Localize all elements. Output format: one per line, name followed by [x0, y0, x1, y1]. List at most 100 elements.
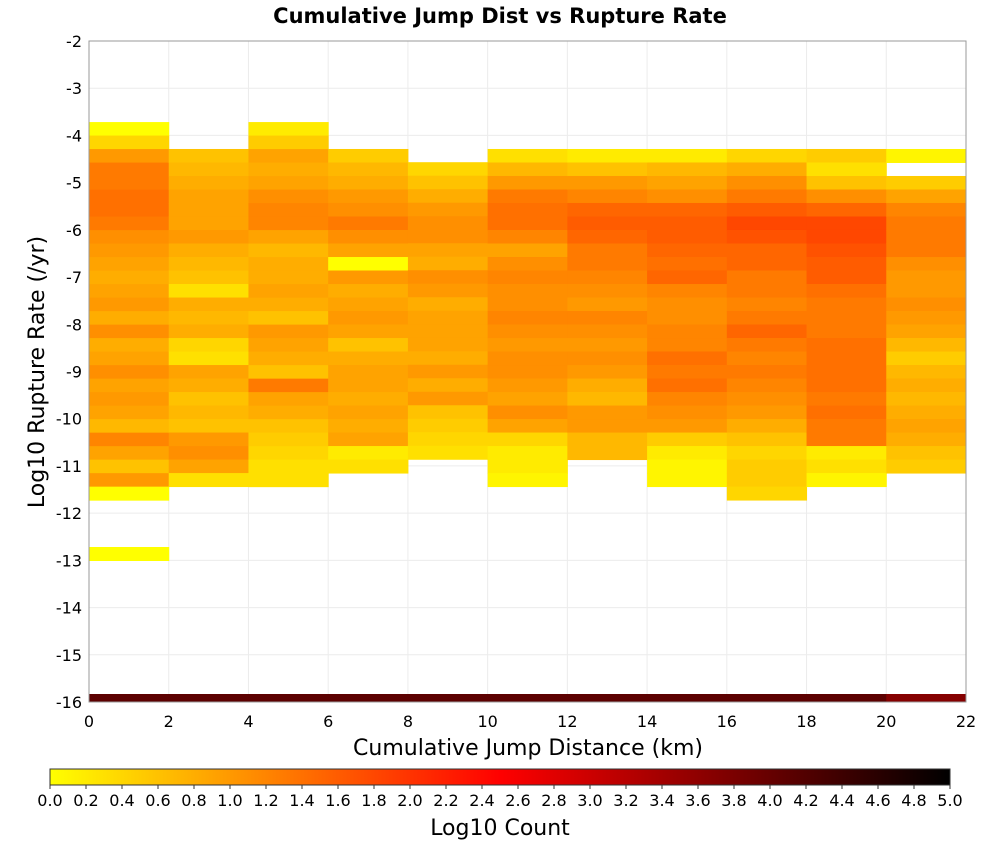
- heatmap-cell: [89, 311, 170, 326]
- heatmap-cell: [487, 229, 568, 244]
- heatmap-cell: [886, 189, 967, 204]
- heatmap-cell: [89, 378, 170, 393]
- heatmap-cell: [248, 284, 329, 299]
- colorbar-tick-label: 5.0: [937, 791, 962, 810]
- heatmap-cell: [168, 189, 249, 204]
- heatmap-cell: [806, 338, 887, 353]
- heatmap-cell: [647, 229, 728, 244]
- heatmap-cell: [567, 432, 648, 447]
- heatmap-cell: [487, 473, 568, 488]
- heatmap-cell: [567, 324, 648, 339]
- heatmap-cell: [328, 148, 409, 163]
- heatmap-cell: [89, 176, 170, 191]
- heatmap-cell: [487, 392, 568, 407]
- y-tick-label: -11: [56, 457, 82, 476]
- heatmap-cell: [487, 694, 568, 702]
- heatmap-cell: [328, 405, 409, 420]
- heatmap-cell: [407, 378, 489, 393]
- heatmap-cell: [168, 229, 249, 244]
- heatmap-cell: [248, 162, 329, 177]
- heatmap-cell: [248, 351, 329, 366]
- heatmap-cell: [487, 148, 568, 163]
- heatmap-cell: [726, 270, 808, 285]
- heatmap-cell: [647, 694, 728, 702]
- heatmap-cell: [328, 432, 409, 447]
- heatmap-cell: [407, 337, 489, 352]
- heatmap-cell: [328, 257, 409, 272]
- heatmap-cell: [726, 284, 808, 299]
- heatmap-cell: [248, 149, 329, 164]
- heatmap-cell: [567, 338, 648, 353]
- y-tick-label: -13: [56, 551, 82, 570]
- heatmap-cell: [806, 324, 887, 339]
- heatmap-cell: [567, 446, 648, 461]
- colorbar-tick-label: 1.2: [253, 791, 278, 810]
- colorbar-label: Log10 Count: [430, 816, 570, 841]
- heatmap-cell: [487, 175, 568, 190]
- y-tick-label: -7: [66, 268, 82, 287]
- heatmap-cell: [726, 486, 808, 501]
- heatmap-cell: [487, 365, 568, 380]
- heatmap-cell: [487, 405, 568, 420]
- heatmap-cell: [806, 419, 887, 434]
- colorbar-tick-label: 0.2: [73, 791, 98, 810]
- heatmap-cell: [647, 216, 728, 231]
- heatmap-cell: [567, 297, 648, 312]
- heatmap-cell: [168, 419, 249, 434]
- heatmap-cell: [168, 311, 249, 326]
- heatmap-cell: [168, 284, 249, 299]
- heatmap-cell: [886, 297, 967, 312]
- colorbar-tick-label: 4.2: [793, 791, 818, 810]
- heatmap-cell: [328, 338, 409, 353]
- heatmap-cell: [806, 189, 887, 204]
- heatmap-cell: [726, 459, 808, 474]
- heatmap-cell: [328, 284, 409, 299]
- heatmap-cell: [328, 694, 409, 702]
- heatmap-cell: [248, 338, 329, 353]
- heatmap-cell: [726, 473, 808, 488]
- heatmap-cell: [407, 405, 489, 420]
- heatmap-cell: [248, 243, 329, 258]
- x-tick-label: 2: [164, 712, 174, 731]
- heatmap-cell: [328, 459, 409, 474]
- heatmap-cell: [328, 419, 409, 434]
- heatmap-cell: [567, 311, 648, 326]
- y-tick-label: -9: [66, 363, 82, 382]
- heatmap-cell: [328, 446, 409, 461]
- heatmap-cell: [407, 391, 489, 406]
- heatmap-cell: [328, 297, 409, 312]
- heatmap-cell: [89, 297, 170, 312]
- heatmap-cell: [487, 297, 568, 312]
- y-tick-label: -12: [56, 504, 82, 523]
- heatmap-cell: [806, 243, 887, 258]
- heatmap-cell: [487, 284, 568, 299]
- colorbar-tick-label: 1.4: [289, 791, 314, 810]
- heatmap-cell: [806, 162, 887, 177]
- heatmap-cell: [806, 257, 887, 272]
- heatmap-cell: [407, 283, 489, 298]
- colorbar-tick-label: 1.8: [361, 791, 386, 810]
- heatmap-cell: [886, 175, 967, 190]
- heatmap-cell: [248, 257, 329, 272]
- heatmap-cell: [647, 148, 728, 163]
- colorbar-tick-label: 2.8: [541, 791, 566, 810]
- colorbar-tick-label: 3.2: [613, 791, 638, 810]
- heatmap-cell: [567, 216, 648, 231]
- heatmap-cell: [328, 229, 409, 244]
- heatmap-cell: [168, 446, 249, 461]
- heatmap-cell: [407, 270, 489, 285]
- heatmap-cell: [487, 257, 568, 272]
- heatmap-cell: [647, 365, 728, 380]
- y-tick-label: -3: [66, 79, 82, 98]
- heatmap-cell: [726, 189, 808, 204]
- y-tick-label: -14: [56, 599, 82, 618]
- heatmap-cell: [248, 189, 329, 204]
- y-axis-ticks: -2 -3 -4 -5 -6 -7 -8 -9 -10 -11 -12 -13 -14 -15 -16: [56, 32, 82, 712]
- heatmap-cell: [886, 311, 967, 326]
- heatmap-cell: [726, 162, 808, 177]
- heatmap-cell: [168, 365, 249, 380]
- x-tick-label: 4: [243, 712, 253, 731]
- heatmap-cell: [886, 229, 967, 244]
- colorbar-tick-label: 3.0: [577, 791, 602, 810]
- heatmap-cell: [89, 546, 170, 561]
